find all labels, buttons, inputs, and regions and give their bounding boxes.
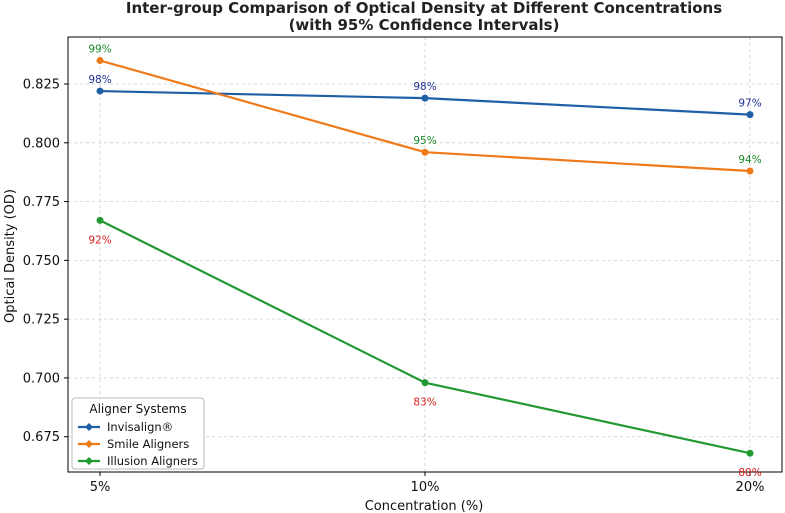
legend-label: Invisalign® xyxy=(107,420,173,434)
data-label: 80% xyxy=(738,467,761,479)
y-axis-label: Optical Density (OD) xyxy=(3,189,18,323)
y-tick-label: 0.750 xyxy=(23,254,60,269)
data-point xyxy=(96,87,104,95)
x-tick-label: 10% xyxy=(411,480,440,495)
legend-box xyxy=(71,397,205,470)
x-tick-label: 5% xyxy=(90,480,111,495)
data-point xyxy=(421,379,429,387)
x-axis: 5% 10% 20% xyxy=(90,472,765,495)
y-tick-label: 0.675 xyxy=(23,430,60,445)
data-label: 83% xyxy=(413,397,436,409)
data-label: 92% xyxy=(88,234,111,246)
data-point xyxy=(746,167,754,175)
y-tick-label: 0.775 xyxy=(23,195,60,210)
data-label: 97% xyxy=(738,98,761,110)
data-point xyxy=(96,216,104,224)
data-point xyxy=(421,94,429,102)
data-label: 98% xyxy=(88,74,111,86)
data-point xyxy=(746,449,754,457)
data-point xyxy=(96,57,104,65)
y-tick-label: 0.825 xyxy=(23,78,60,93)
chart-subtitle: (with 95% Confidence Intervals) xyxy=(289,16,560,34)
legend-label: Smile Aligners xyxy=(107,437,189,451)
y-tick-label: 0.800 xyxy=(23,136,60,151)
y-tick-label: 0.700 xyxy=(23,371,60,386)
legend-marker xyxy=(85,440,93,448)
legend-label: Illusion Aligners xyxy=(107,454,198,468)
x-axis-label: Concentration (%) xyxy=(365,499,484,513)
legend-marker xyxy=(85,457,93,465)
data-point xyxy=(421,148,429,156)
data-point xyxy=(746,111,754,119)
chart-title: Inter-group Comparison of Optical Densit… xyxy=(126,0,722,17)
data-label: 99% xyxy=(88,44,111,56)
x-tick-label: 20% xyxy=(736,480,765,495)
y-tick-label: 0.725 xyxy=(23,313,60,328)
data-labels: 98% 98% 97% 99% 95% 94% 92% 83% 80% xyxy=(88,44,761,480)
series-group xyxy=(96,57,754,457)
legend-marker xyxy=(85,423,93,431)
legend-title: Aligner Systems xyxy=(89,402,186,416)
legend: Aligner Systems Invisalign® Smile Aligner… xyxy=(71,397,205,470)
data-label: 98% xyxy=(413,81,436,93)
y-axis: 0.675 0.700 0.725 0.750 0.775 0.800 0.825 xyxy=(23,78,68,445)
data-label: 95% xyxy=(413,135,436,147)
data-label: 94% xyxy=(738,154,761,166)
